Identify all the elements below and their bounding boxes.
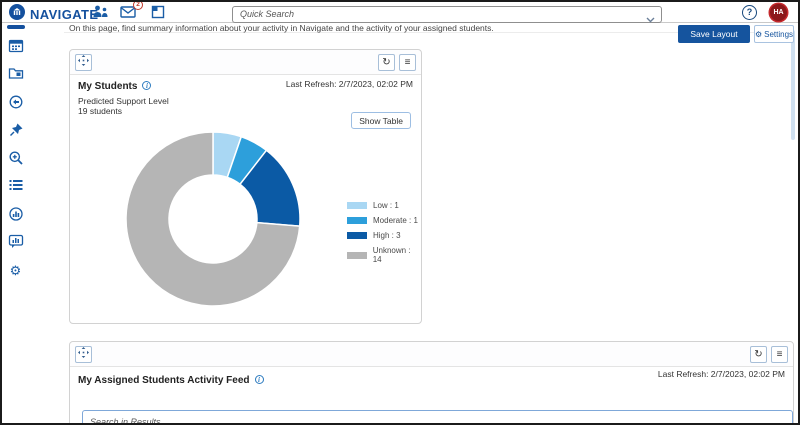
sidebar-item-history[interactable] [7, 94, 25, 110]
donut-chart[interactable] [123, 129, 303, 309]
donut-slices [125, 131, 301, 307]
legend-swatch [347, 232, 367, 239]
drag-handle-icon[interactable] [75, 346, 92, 363]
gear-icon[interactable]: ⚙ [7, 262, 25, 278]
legend-item-moderate[interactable]: Moderate : 1 [347, 216, 421, 225]
settings-button[interactable]: ⚙ Settings [754, 25, 794, 43]
section-divider [64, 32, 792, 33]
legend-item-low[interactable]: Low : 1 [347, 201, 421, 210]
sidebar-item-feedback[interactable] [7, 234, 25, 250]
sidebar-item-reports[interactable] [7, 206, 25, 222]
top-bar: NAVIGATE 2 [2, 2, 798, 23]
info-icon[interactable]: i [254, 375, 264, 384]
sidebar-item-folder[interactable] [7, 66, 25, 82]
activity-feed-toolbar: ↻ ≡ [70, 342, 793, 367]
info-icon[interactable]: i [142, 81, 152, 90]
donut-slice-unknown[interactable] [125, 131, 301, 307]
brand-name: NAVIGATE [30, 7, 99, 22]
avatar[interactable]: HA [770, 4, 787, 21]
my-students-toolbar: ↻ ≡ [70, 50, 421, 75]
refresh-icon[interactable]: ↻ [378, 54, 395, 71]
sidebar-item-lists[interactable] [7, 178, 25, 194]
feed-search-input[interactable] [82, 410, 793, 423]
sidebar-item-pin[interactable] [7, 122, 25, 138]
scrollbar-thumb[interactable] [791, 30, 795, 140]
sidebar-item-calendar[interactable] [7, 38, 25, 54]
legend-item-high[interactable]: High : 3 [347, 231, 421, 240]
help-button[interactable]: ? [742, 5, 757, 20]
last-refresh-text: Last Refresh: 2/7/2023, 02:02 PM [657, 369, 785, 379]
activity-feed-body: My Assigned Students Activity Feed i Last… [70, 367, 793, 423]
windows-icon[interactable] [148, 4, 168, 21]
chart-legend: Low : 1 Moderate : 1 High : 3 Unknown : … [347, 201, 421, 270]
notification-badge: 2 [133, 2, 143, 10]
my-students-card: ↻ ≡ My Students i Last Refresh: 2/7/2023,… [69, 49, 422, 324]
drag-handle-icon[interactable] [75, 54, 92, 71]
card-title: My Students i [78, 81, 152, 92]
legend-item-unknown[interactable]: Unknown : 14 [347, 246, 421, 264]
chevron-down-icon[interactable] [646, 10, 655, 28]
refresh-icon[interactable]: ↻ [750, 346, 767, 363]
menu-icon[interactable]: ≡ [771, 346, 788, 363]
last-refresh-text: Last Refresh: 2/7/2023, 02:02 PM [285, 79, 413, 89]
save-layout-button[interactable]: Save Layout [678, 25, 750, 43]
messages-icon[interactable]: 2 [118, 2, 143, 21]
menu-icon[interactable]: ≡ [399, 54, 416, 71]
my-students-body: My Students i Last Refresh: 2/7/2023, 02:… [70, 75, 421, 323]
users-icon[interactable] [90, 4, 110, 21]
sidebar: ⚙ [2, 23, 29, 423]
page-description: On this page, find summary information a… [69, 23, 494, 33]
show-table-button[interactable]: Show Table [351, 112, 411, 129]
card-title: My Assigned Students Activity Feed i [78, 375, 264, 386]
legend-swatch [347, 251, 367, 259]
legend-swatch [347, 217, 367, 224]
quick-search-input[interactable] [232, 5, 662, 23]
brand: NAVIGATE [9, 4, 98, 25]
chart-subtitle: Predicted Support Level 19 students [78, 96, 169, 116]
quick-search [232, 4, 662, 23]
settings-label: Settings [764, 29, 794, 39]
navigate-logo-icon [9, 4, 25, 25]
sidebar-item-advanced-search[interactable] [7, 150, 25, 166]
activity-feed-card: ↻ ≡ My Assigned Students Activity Feed i … [69, 341, 794, 423]
gear-icon: ⚙ [754, 29, 763, 39]
legend-swatch [347, 202, 367, 209]
sidebar-active-indicator [6, 25, 25, 29]
